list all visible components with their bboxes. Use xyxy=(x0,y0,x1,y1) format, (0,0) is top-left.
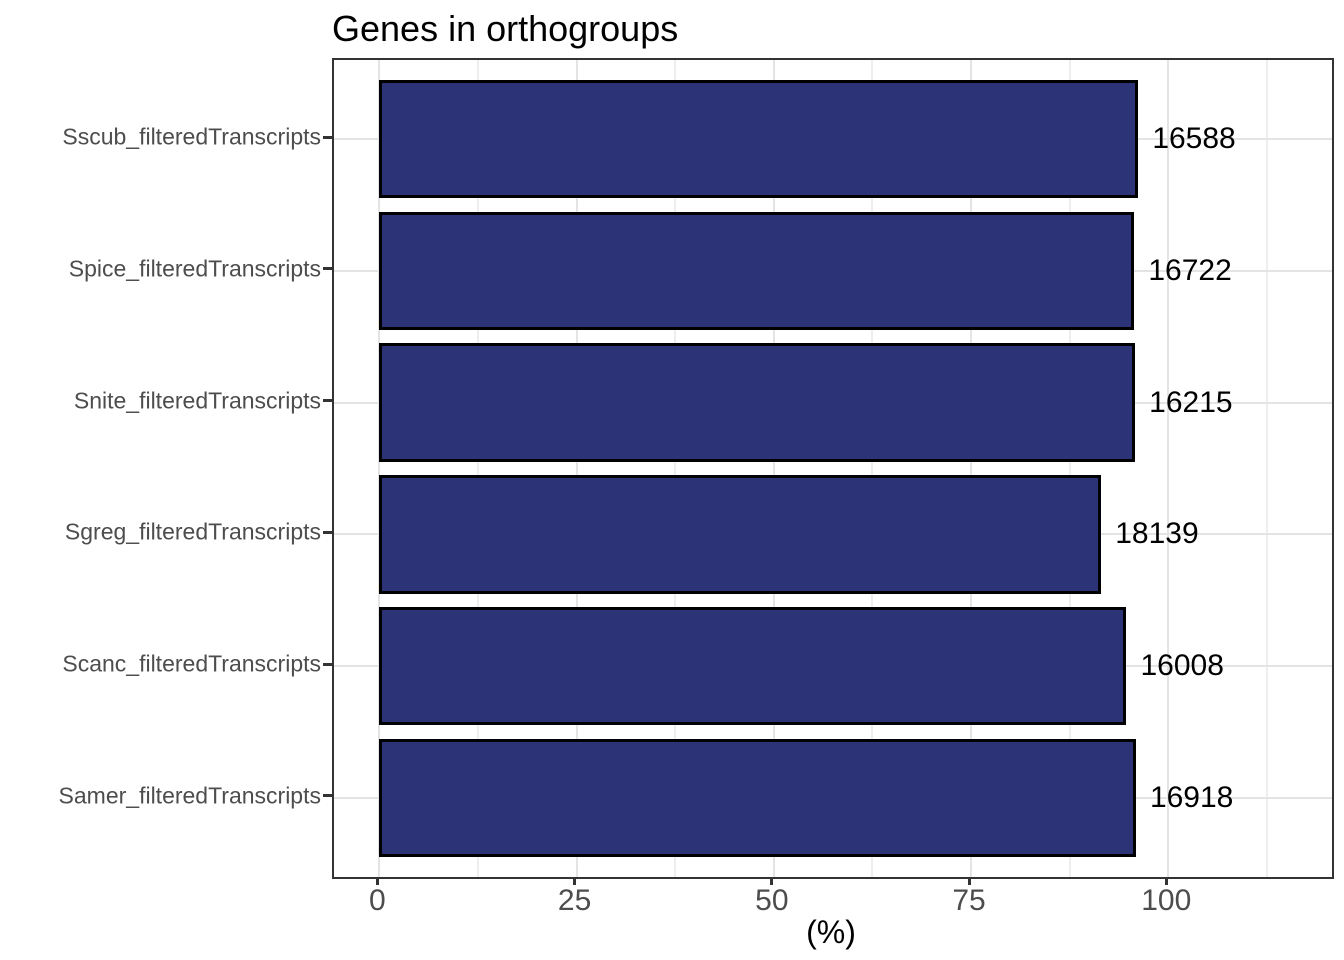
bar xyxy=(379,475,1102,594)
y-axis-tick-mark xyxy=(323,794,332,798)
y-axis-tick-mark xyxy=(323,135,332,139)
gridline-major-vertical xyxy=(1167,60,1170,877)
x-axis-tick-mark xyxy=(1164,877,1168,885)
bar xyxy=(379,606,1127,726)
y-axis-label: Scanc_filteredTranscripts xyxy=(62,650,321,677)
bar-value-label: 16588 xyxy=(1152,122,1236,156)
x-axis-tick-label: 50 xyxy=(755,884,789,917)
y-axis-label: Samer_filteredTranscripts xyxy=(58,782,321,809)
bar-value-label: 16918 xyxy=(1149,780,1234,814)
x-axis-tick-mark xyxy=(375,877,379,885)
bar xyxy=(379,211,1135,331)
gridline-minor-vertical xyxy=(871,60,874,877)
gridline-minor-vertical xyxy=(476,60,479,877)
gridline-minor-vertical xyxy=(674,60,677,877)
bar xyxy=(379,343,1136,462)
bar xyxy=(379,79,1139,199)
bar-value-label: 16722 xyxy=(1148,253,1232,287)
y-axis-tick-mark xyxy=(323,399,332,403)
y-axis-tick-mark xyxy=(323,530,332,534)
x-axis-tick-mark xyxy=(967,877,971,885)
y-axis-tick-mark xyxy=(323,662,332,666)
chart-title: Genes in orthogroups xyxy=(332,8,679,49)
bar xyxy=(379,738,1136,858)
x-axis-tick-label: 25 xyxy=(557,884,592,917)
gridline-major-vertical xyxy=(772,60,775,877)
gridline-major-vertical xyxy=(970,60,973,877)
gridline-minor-vertical xyxy=(1068,60,1071,877)
x-axis-tick-mark xyxy=(770,877,774,885)
plot-panel: 16588 16722 16215 18139 16008 16918 xyxy=(332,58,1334,879)
x-axis-title: (%) xyxy=(806,914,856,950)
x-axis-tick-mark xyxy=(573,877,577,885)
y-axis-label: Spice_filteredTranscripts xyxy=(68,255,321,282)
gridline-major-vertical xyxy=(378,60,381,877)
x-axis-tick-label: 75 xyxy=(952,884,986,917)
bar-value-label: 16215 xyxy=(1149,385,1233,419)
bar-value-label: 18139 xyxy=(1115,517,1199,551)
y-axis-label: Sgreg_filteredTranscripts xyxy=(64,518,321,545)
gridline-minor-vertical xyxy=(1265,60,1268,877)
y-axis-tick-mark xyxy=(323,267,332,271)
y-axis-label: Snite_filteredTranscripts xyxy=(73,387,321,414)
gridline-major-vertical xyxy=(575,60,578,877)
x-axis-tick-label: 0 xyxy=(369,884,386,917)
y-axis-label: Sscub_filteredTranscripts xyxy=(62,123,321,150)
x-axis-tick-label: 100 xyxy=(1141,884,1192,917)
bar-value-label: 16008 xyxy=(1140,649,1224,683)
